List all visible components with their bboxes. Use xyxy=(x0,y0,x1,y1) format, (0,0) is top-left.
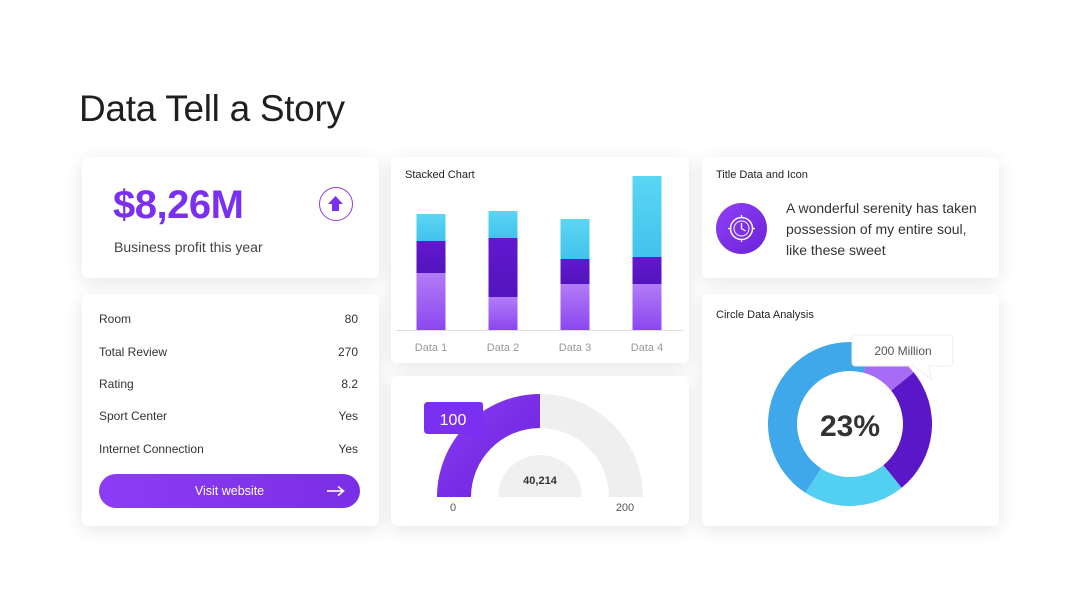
row-label: Internet Connection xyxy=(99,442,204,456)
bar-segment-bottom xyxy=(560,284,590,330)
profit-label: Business profit this year xyxy=(114,239,263,255)
list-item: Rating 8.2 xyxy=(99,377,358,391)
stacked-chart: Data 1 Data 2 Data 3 Data 4 xyxy=(396,176,683,354)
profit-value: $8,26M xyxy=(113,183,244,227)
stacked-chart-title: Stacked Chart xyxy=(405,169,475,181)
page-title: Data Tell a Story xyxy=(79,88,345,129)
bar-segment-top xyxy=(488,211,518,238)
row-label: Sport Center xyxy=(99,409,168,423)
donut-callout: 200 Million xyxy=(851,334,954,382)
row-value: 8.2 xyxy=(341,377,358,391)
bar-segment-middle xyxy=(488,238,518,297)
gauge-min-label: 0 xyxy=(450,502,456,514)
gauge-chart: 40,214 0 200 100 xyxy=(424,394,643,526)
row-value: Yes xyxy=(338,409,358,423)
row-value: 270 xyxy=(337,345,358,359)
bar-segment-bottom xyxy=(416,273,446,330)
x-tick-label: Data 4 xyxy=(631,342,663,354)
gauge-card: 40,214 0 200 100 xyxy=(391,376,689,526)
arrow-up-icon[interactable] xyxy=(319,187,353,221)
row-value: Yes xyxy=(338,442,358,456)
compass-clock-icon xyxy=(716,203,767,254)
bar-segment-bottom xyxy=(632,284,662,330)
donut-slice xyxy=(805,465,902,506)
row-label: Total Review xyxy=(99,345,168,359)
donut-slice xyxy=(767,341,872,493)
list-item: Internet Connection Yes xyxy=(99,442,358,456)
x-tick-label: Data 1 xyxy=(415,342,447,354)
donut-slice xyxy=(883,372,933,488)
stats-card: Room 80 Total Review 270 Rating 8.2 Spor… xyxy=(82,294,379,526)
stacked-chart-card: Stacked Chart Data 1 Data 2 Data 3 Data 4 xyxy=(391,157,689,363)
donut-callout-label: 200 Million xyxy=(874,344,931,358)
gauge-fill xyxy=(437,394,540,497)
list-item: Total Review 270 xyxy=(99,345,358,359)
gauge-center-label: 40,214 xyxy=(523,475,558,487)
x-tick-label: Data 2 xyxy=(487,342,519,354)
row-value: 80 xyxy=(344,312,358,326)
bar-segment-bottom xyxy=(488,297,518,330)
gauge-value-tag xyxy=(424,402,483,443)
bar-segment-top xyxy=(632,176,662,257)
donut-center-label: 23% xyxy=(820,410,880,443)
bar-segment-middle xyxy=(416,241,446,273)
arrow-right-icon xyxy=(327,485,345,497)
row-label: Rating xyxy=(99,377,134,391)
gauge-center-disc xyxy=(498,455,582,497)
bar-segment-middle xyxy=(632,257,662,284)
visit-website-label: Visit website xyxy=(194,484,265,498)
donut-card-title: Circle Data Analysis xyxy=(716,309,814,321)
bar-segment-middle xyxy=(560,259,590,284)
bar-segment-top xyxy=(560,219,590,259)
profit-card: $8,26M Business profit this year xyxy=(82,157,379,278)
circle-data-card: Circle Data Analysis 23% 200 Million xyxy=(702,294,999,526)
title-data-icon-card: Title Data and Icon A wonderful serenity… xyxy=(702,157,999,278)
gauge-value-label: 100 xyxy=(440,412,467,429)
gauge-max-label: 200 xyxy=(616,502,634,514)
list-item: Room 80 xyxy=(99,312,358,326)
visit-website-button[interactable]: Visit website xyxy=(99,474,360,508)
row-label: Room xyxy=(99,312,132,326)
list-item: Sport Center Yes xyxy=(99,409,358,423)
icon-card-text: A wonderful serenity has taken possessio… xyxy=(786,200,977,258)
bar-segment-top xyxy=(416,214,446,241)
x-tick-label: Data 3 xyxy=(559,342,591,354)
donut-chart: 23% 200 Million xyxy=(767,334,954,506)
icon-card-title: Title Data and Icon xyxy=(716,169,808,181)
